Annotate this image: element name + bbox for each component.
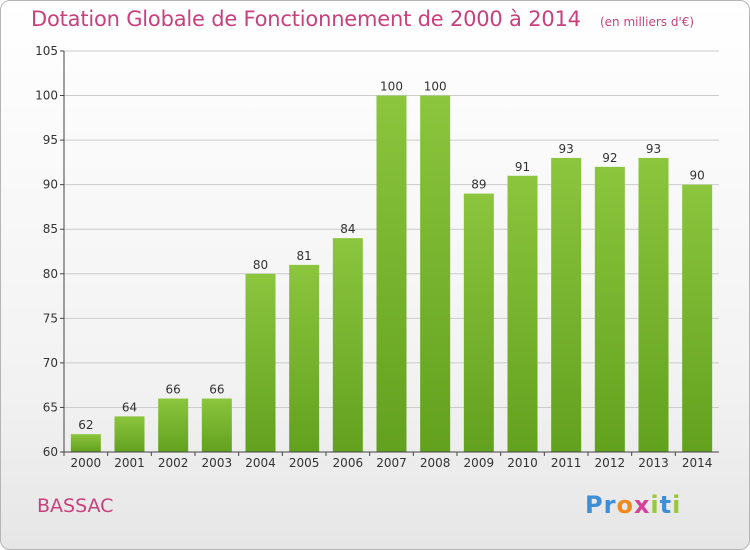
x-tick-label: 2006: [333, 456, 364, 470]
bar-value-label: 92: [602, 151, 617, 165]
logo-letter: t: [659, 491, 673, 519]
x-tick-label: 2004: [245, 456, 276, 470]
bar: [638, 157, 669, 452]
bar-value-label: 80: [253, 258, 268, 272]
bar: [114, 416, 145, 452]
chart-title-row: Dotation Globale de Fonctionnement de 20…: [31, 7, 694, 31]
bar-value-label: 81: [297, 249, 312, 263]
logo-letter: x: [633, 491, 651, 519]
bar: [463, 193, 494, 453]
bar: [507, 175, 538, 452]
x-tick-label: 2014: [682, 456, 713, 470]
bar-value-label: 66: [209, 383, 224, 397]
bar-value-label: 93: [559, 142, 574, 156]
x-tick-label: 2011: [551, 456, 582, 470]
x-tick-label: 2002: [158, 456, 189, 470]
bar-value-label: 64: [122, 400, 137, 414]
y-tick-label: 60: [43, 445, 58, 459]
bars: [70, 95, 713, 453]
logo-letter: Pr: [585, 491, 617, 519]
bar-value-label: 100: [424, 80, 447, 94]
bar: [682, 184, 713, 452]
axes: [60, 50, 719, 456]
bar-value-label: 89: [471, 178, 486, 192]
chart-title: Dotation Globale de Fonctionnement de 20…: [31, 7, 581, 31]
bar: [158, 398, 189, 452]
bar-value-label: 62: [78, 418, 93, 432]
bar: [289, 264, 320, 452]
x-tick-label: 2010: [507, 456, 538, 470]
bar: [332, 238, 363, 452]
bar-value-label: 93: [646, 142, 661, 156]
logo-letter: i: [672, 491, 682, 519]
x-tick-label: 2001: [114, 456, 145, 470]
x-tick-label: 2013: [638, 456, 669, 470]
x-tick-label: 2009: [464, 456, 495, 470]
bar-value-label: 91: [515, 160, 530, 174]
bar-value-label: 90: [690, 169, 705, 183]
y-tick-label: 80: [43, 267, 58, 281]
bar: [420, 95, 451, 453]
y-tick-label: 75: [43, 311, 58, 325]
y-tick-label: 105: [35, 44, 58, 58]
bar: [201, 398, 232, 452]
x-tick-label: 2000: [71, 456, 102, 470]
x-tick-label: 2005: [289, 456, 320, 470]
bar: [594, 166, 625, 452]
y-tick-label: 100: [35, 89, 58, 103]
y-tick-label: 95: [43, 133, 58, 147]
bar-value-label: 66: [166, 383, 181, 397]
bar: [376, 95, 407, 453]
bar: [245, 273, 276, 452]
labels: 60 65 70 75 80 85 90 95 100 105 62 2000 64 2001 66 2002…: [35, 44, 712, 470]
y-tick-label: 70: [43, 356, 58, 370]
bar: [70, 434, 101, 452]
bar-value-label: 84: [340, 222, 355, 236]
y-tick-label: 65: [43, 400, 58, 414]
bar: [551, 157, 582, 452]
x-tick-label: 2003: [202, 456, 233, 470]
x-tick-label: 2007: [376, 456, 407, 470]
bar-value-label: 100: [380, 80, 403, 94]
x-tick-label: 2008: [420, 456, 451, 470]
y-tick-label: 85: [43, 222, 58, 236]
y-tick-label: 90: [43, 178, 58, 192]
logo-letter: o: [616, 491, 634, 519]
x-tick-label: 2012: [595, 456, 626, 470]
proxiti-logo[interactable]: Proxiti: [585, 491, 681, 519]
logo-letter: i: [650, 491, 660, 519]
place-name: BASSAC: [37, 495, 114, 517]
chart-subtitle: (en milliers d'€): [599, 15, 695, 29]
